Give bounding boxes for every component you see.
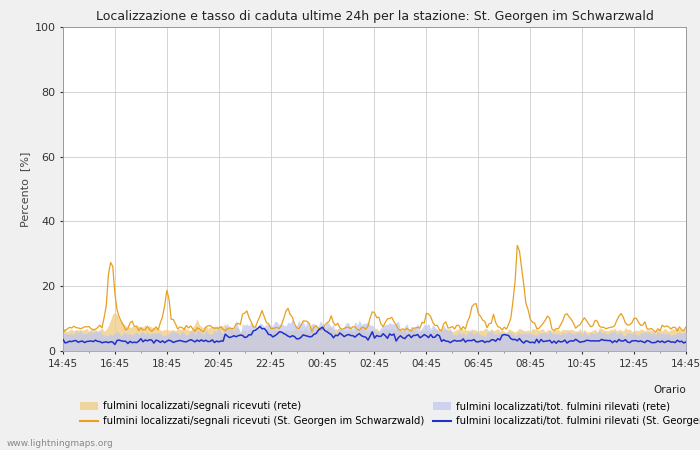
Legend: fulmini localizzati/segnali ricevuti (rete), fulmini localizzati/segnali ricevut: fulmini localizzati/segnali ricevuti (re… xyxy=(80,401,700,426)
Text: www.lightningmaps.org: www.lightningmaps.org xyxy=(7,439,113,448)
Title: Localizzazione e tasso di caduta ultime 24h per la stazione: St. Georgen im Schw: Localizzazione e tasso di caduta ultime … xyxy=(96,10,653,23)
Text: Orario: Orario xyxy=(653,385,686,395)
Y-axis label: Percento  [%]: Percento [%] xyxy=(20,151,30,227)
